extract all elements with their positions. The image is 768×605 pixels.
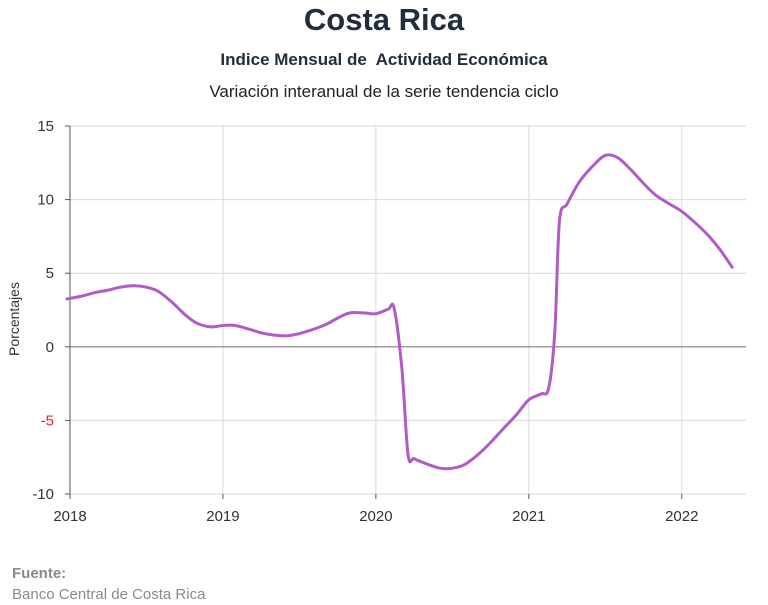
- x-tick-label: 2018: [53, 508, 86, 525]
- source-note: Fuente: Banco Central de Costa Rica: [12, 565, 205, 603]
- line-chart: 15 10 5 0 -5 -10 2018 2019 2020 2021 2022: [32, 118, 746, 525]
- x-tick-label: 2022: [665, 508, 698, 525]
- source-text: Banco Central de Costa Rica: [12, 586, 206, 603]
- x-tick-label: 2020: [359, 508, 392, 525]
- y-tick-label: 10: [37, 192, 54, 209]
- chart-subtitle: Indice Mensual de Actividad Económica: [220, 50, 548, 69]
- y-tick-label: 0: [46, 339, 54, 356]
- chart-title: Costa Rica: [303, 2, 465, 37]
- y-tick-label: -5: [41, 412, 54, 429]
- y-tick-label: -10: [32, 486, 54, 503]
- chart-subtitle-secondary: Variación interanual de la serie tendenc…: [209, 82, 559, 101]
- x-tick-label: 2019: [206, 508, 239, 525]
- y-tick-label: 5: [46, 265, 54, 282]
- x-tick-label: 2021: [512, 508, 545, 525]
- y-tick-label: 15: [37, 118, 54, 135]
- series-line: [65, 153, 734, 471]
- source-label: Fuente:: [12, 565, 67, 582]
